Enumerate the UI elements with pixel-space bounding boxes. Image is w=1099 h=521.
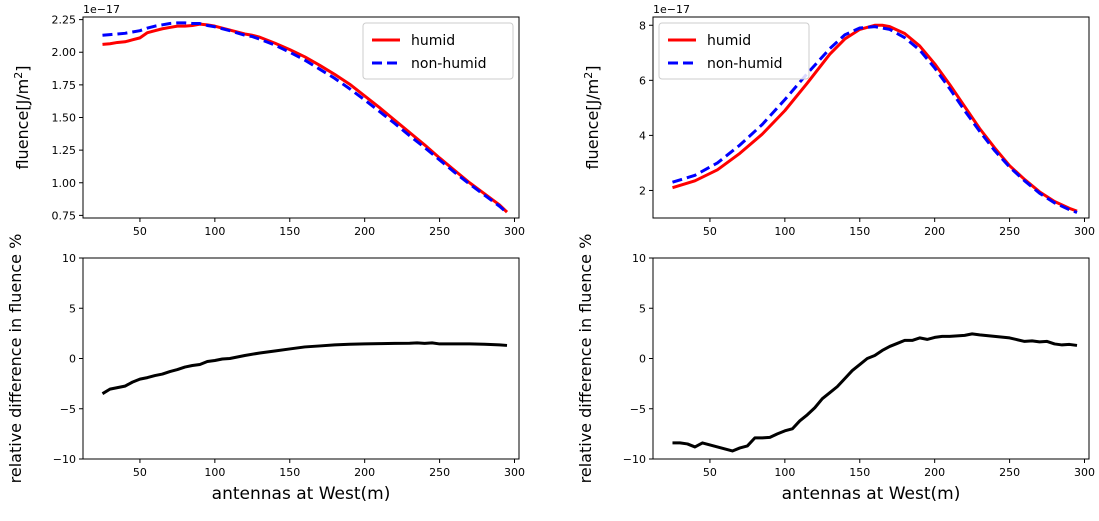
legend-box <box>658 22 810 80</box>
x-tick-label: 200 <box>354 225 375 238</box>
x-tick-label: 200 <box>354 466 375 479</box>
x-axis-label: antennas at West(m) <box>782 484 961 504</box>
series-humid-top-right <box>672 23 1078 213</box>
legend-box <box>362 22 514 80</box>
y-tick-label: −5 <box>60 403 76 416</box>
y-tick-label: 5 <box>69 302 76 315</box>
x-tick-label: 100 <box>204 466 225 479</box>
legend-label-non-humid: non-humid <box>411 56 487 72</box>
x-tick-label: 250 <box>429 466 450 479</box>
y-axis-label: relative difference in fluence % <box>576 234 595 484</box>
y-tick-label: 4 <box>639 129 646 142</box>
y-axis-label: fluence[J/m2] <box>12 65 32 169</box>
x-tick-label: 200 <box>924 466 945 479</box>
panel-top-left: 50 100 150 200 250 300 0.75 1.00 1.25 1.50 1.75 2.0… <box>12 3 525 238</box>
panel-bottom-right: 50 100 150 200 250 300 −10 −5 0 5 10 relative diffe… <box>576 234 1095 504</box>
y-tick-label: 2.25 <box>52 14 77 27</box>
y-tick-label: 10 <box>62 252 76 265</box>
y-offset-label: 1e−17 <box>653 3 690 16</box>
x-tick-label: 150 <box>849 466 870 479</box>
legend-label-humid: humid <box>411 33 455 49</box>
x-tick-label: 50 <box>703 466 717 479</box>
legend: humid non-humid <box>658 22 810 80</box>
series-line-bottom-right <box>672 332 1078 453</box>
legend-label-humid: humid <box>707 33 751 49</box>
x-axis-label: antennas at West(m) <box>212 484 391 504</box>
axes-frame <box>652 16 1090 219</box>
y-tick-label: 1.25 <box>52 144 77 157</box>
y-tick-label: 1.75 <box>52 79 77 92</box>
y-tick-label: 2 <box>639 184 646 197</box>
x-tick-label: 50 <box>703 225 717 238</box>
panel-bottom-left: 50 100 150 200 250 300 −10 −5 0 5 10 relative diffe… <box>6 234 525 504</box>
series-non-humid-top-left <box>102 21 508 214</box>
y-axis-label: fluence[J/m2] <box>582 65 602 169</box>
y-axis-label: relative difference in fluence % <box>6 234 25 484</box>
x-tick-label: 50 <box>133 225 147 238</box>
series-non-humid-top-right <box>672 25 1078 214</box>
y-tick-label: 8 <box>639 19 646 32</box>
x-tick-label: 300 <box>504 225 525 238</box>
y-tick-label: 1.00 <box>52 177 77 190</box>
x-tick-label: 100 <box>204 225 225 238</box>
legend-label-non-humid: non-humid <box>707 56 783 72</box>
axes-frame <box>82 257 520 460</box>
y-tick-label: 6 <box>639 74 646 87</box>
y-tick-label: −5 <box>630 403 646 416</box>
y-tick-label: 5 <box>639 302 646 315</box>
y-tick-label: −10 <box>623 453 646 466</box>
x-tick-label: 100 <box>774 466 795 479</box>
x-tick-label: 250 <box>429 225 450 238</box>
x-tick-label: 300 <box>504 466 525 479</box>
y-tick-label: −10 <box>53 453 76 466</box>
legend: humid non-humid <box>362 22 514 80</box>
x-tick-label: 200 <box>924 225 945 238</box>
panel-top-right: 50 100 150 200 250 300 2 4 6 8 1e−17 fluence[J/m2] h… <box>582 3 1095 238</box>
x-tick-label: 150 <box>279 466 300 479</box>
x-tick-label: 100 <box>774 225 795 238</box>
series-line-bottom-left <box>101 341 508 395</box>
y-tick-label: 2.00 <box>52 46 77 59</box>
y-tick-label: 10 <box>632 252 646 265</box>
x-tick-label: 300 <box>1074 225 1095 238</box>
y-offset-label: 1e−17 <box>83 3 120 16</box>
y-tick-label: 1.50 <box>52 112 77 125</box>
x-tick-label: 150 <box>279 225 300 238</box>
y-tick-label: 0 <box>639 353 646 366</box>
x-tick-label: 250 <box>999 225 1020 238</box>
x-tick-label: 250 <box>999 466 1020 479</box>
x-tick-label: 50 <box>133 466 147 479</box>
x-tick-label: 300 <box>1074 466 1095 479</box>
y-tick-label: 0 <box>69 353 76 366</box>
x-tick-label: 150 <box>849 225 870 238</box>
y-tick-label: 0.75 <box>52 209 77 222</box>
